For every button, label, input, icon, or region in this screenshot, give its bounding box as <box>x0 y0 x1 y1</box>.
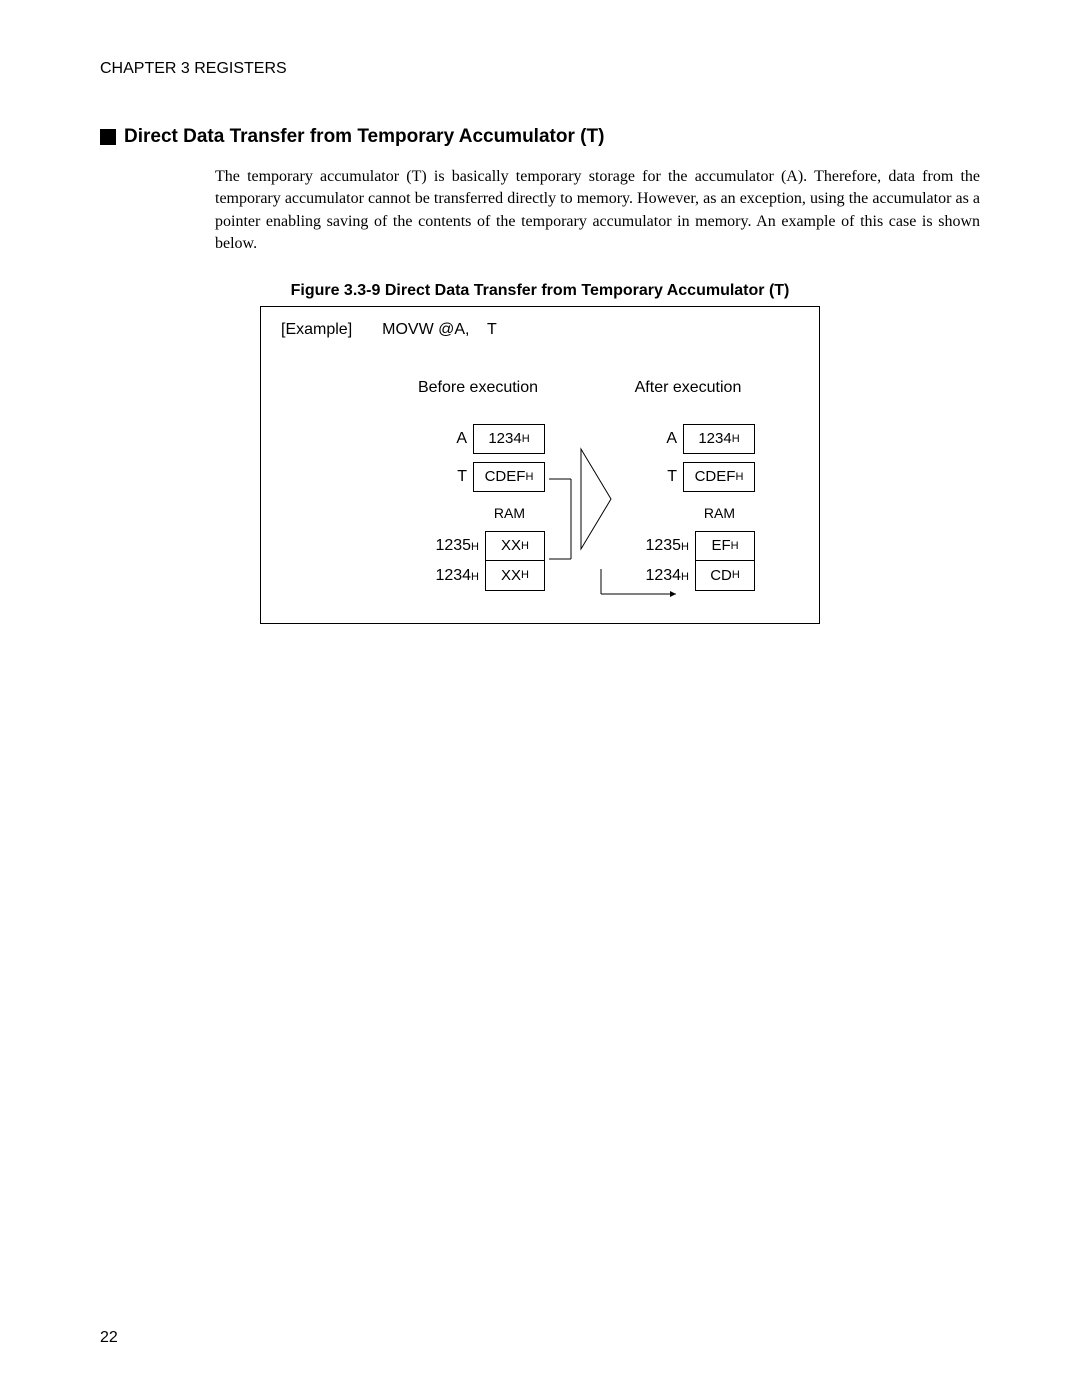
after-a-value-text: 1234 <box>698 430 731 447</box>
page-number: 22 <box>100 1329 118 1347</box>
before-heading: Before execution <box>411 379 545 397</box>
before-ram-val-0: XXH <box>485 531 545 561</box>
before-t-label: T <box>411 468 467 486</box>
section-heading: Direct Data Transfer from Temporary Accu… <box>100 126 980 148</box>
after-a-row: A 1234H <box>621 423 755 455</box>
after-heading: After execution <box>621 379 755 397</box>
after-ram-addr-0: 1235H <box>633 537 689 555</box>
diagram-body: Before execution A 1234H T CDEFH RAM <box>281 379 799 609</box>
after-a-value: 1234H <box>683 424 755 454</box>
figure-diagram: [Example] MOVW @A, T Before execution A … <box>260 306 820 624</box>
figure-caption: Figure 3.3-9 Direct Data Transfer from T… <box>100 282 980 300</box>
hex-suffix: H <box>732 433 740 445</box>
page: CHAPTER 3 REGISTERS Direct Data Transfer… <box>0 0 1080 624</box>
before-ram-addr-0: 1235H <box>423 537 479 555</box>
example-row: [Example] MOVW @A, T <box>281 321 799 339</box>
bullet-square-icon <box>100 129 116 145</box>
after-a-label: A <box>621 430 677 448</box>
after-ram-label: RAM <box>621 505 755 521</box>
before-a-label: A <box>411 430 467 448</box>
after-ram-row-0: 1235H EFH <box>621 531 755 561</box>
before-ram-row-0: 1235H XXH <box>411 531 545 561</box>
after-t-value: CDEFH <box>683 462 755 492</box>
before-ram-row-1: 1234H XXH <box>411 561 545 591</box>
after-ram-block: 1235H EFH 1234H CDH <box>621 531 755 591</box>
after-t-row: T CDEFH <box>621 461 755 493</box>
before-t-value-text: CDEF <box>485 468 526 485</box>
before-column: Before execution A 1234H T CDEFH RAM <box>411 379 545 591</box>
section-heading-text: Direct Data Transfer from Temporary Accu… <box>124 126 604 148</box>
hex-suffix: H <box>735 471 743 483</box>
example-instruction: MOVW @A, T <box>382 321 497 339</box>
after-t-value-text: CDEF <box>695 468 736 485</box>
before-ram-val-1: XXH <box>485 561 545 591</box>
section-body: The temporary accumulator (T) is basical… <box>215 166 980 256</box>
example-label: [Example] <box>281 321 352 339</box>
hex-suffix: H <box>525 471 533 483</box>
before-a-value: 1234H <box>473 424 545 454</box>
before-a-value-text: 1234 <box>488 430 521 447</box>
before-a-row: A 1234H <box>411 423 545 455</box>
after-ram-row-1: 1234H CDH <box>621 561 755 591</box>
before-ram-label: RAM <box>411 505 545 521</box>
before-t-value: CDEFH <box>473 462 545 492</box>
after-t-label: T <box>621 468 677 486</box>
chapter-header: CHAPTER 3 REGISTERS <box>100 60 980 78</box>
before-ram-block: 1235H XXH 1234H XXH <box>411 531 545 591</box>
after-ram-addr-1: 1234H <box>633 567 689 585</box>
after-column: After execution A 1234H T CDEFH RAM <box>621 379 755 591</box>
before-t-row: T CDEFH <box>411 461 545 493</box>
before-ram-addr-1: 1234H <box>423 567 479 585</box>
after-ram-val-0: EFH <box>695 531 755 561</box>
after-ram-val-1: CDH <box>695 561 755 591</box>
hex-suffix: H <box>522 433 530 445</box>
